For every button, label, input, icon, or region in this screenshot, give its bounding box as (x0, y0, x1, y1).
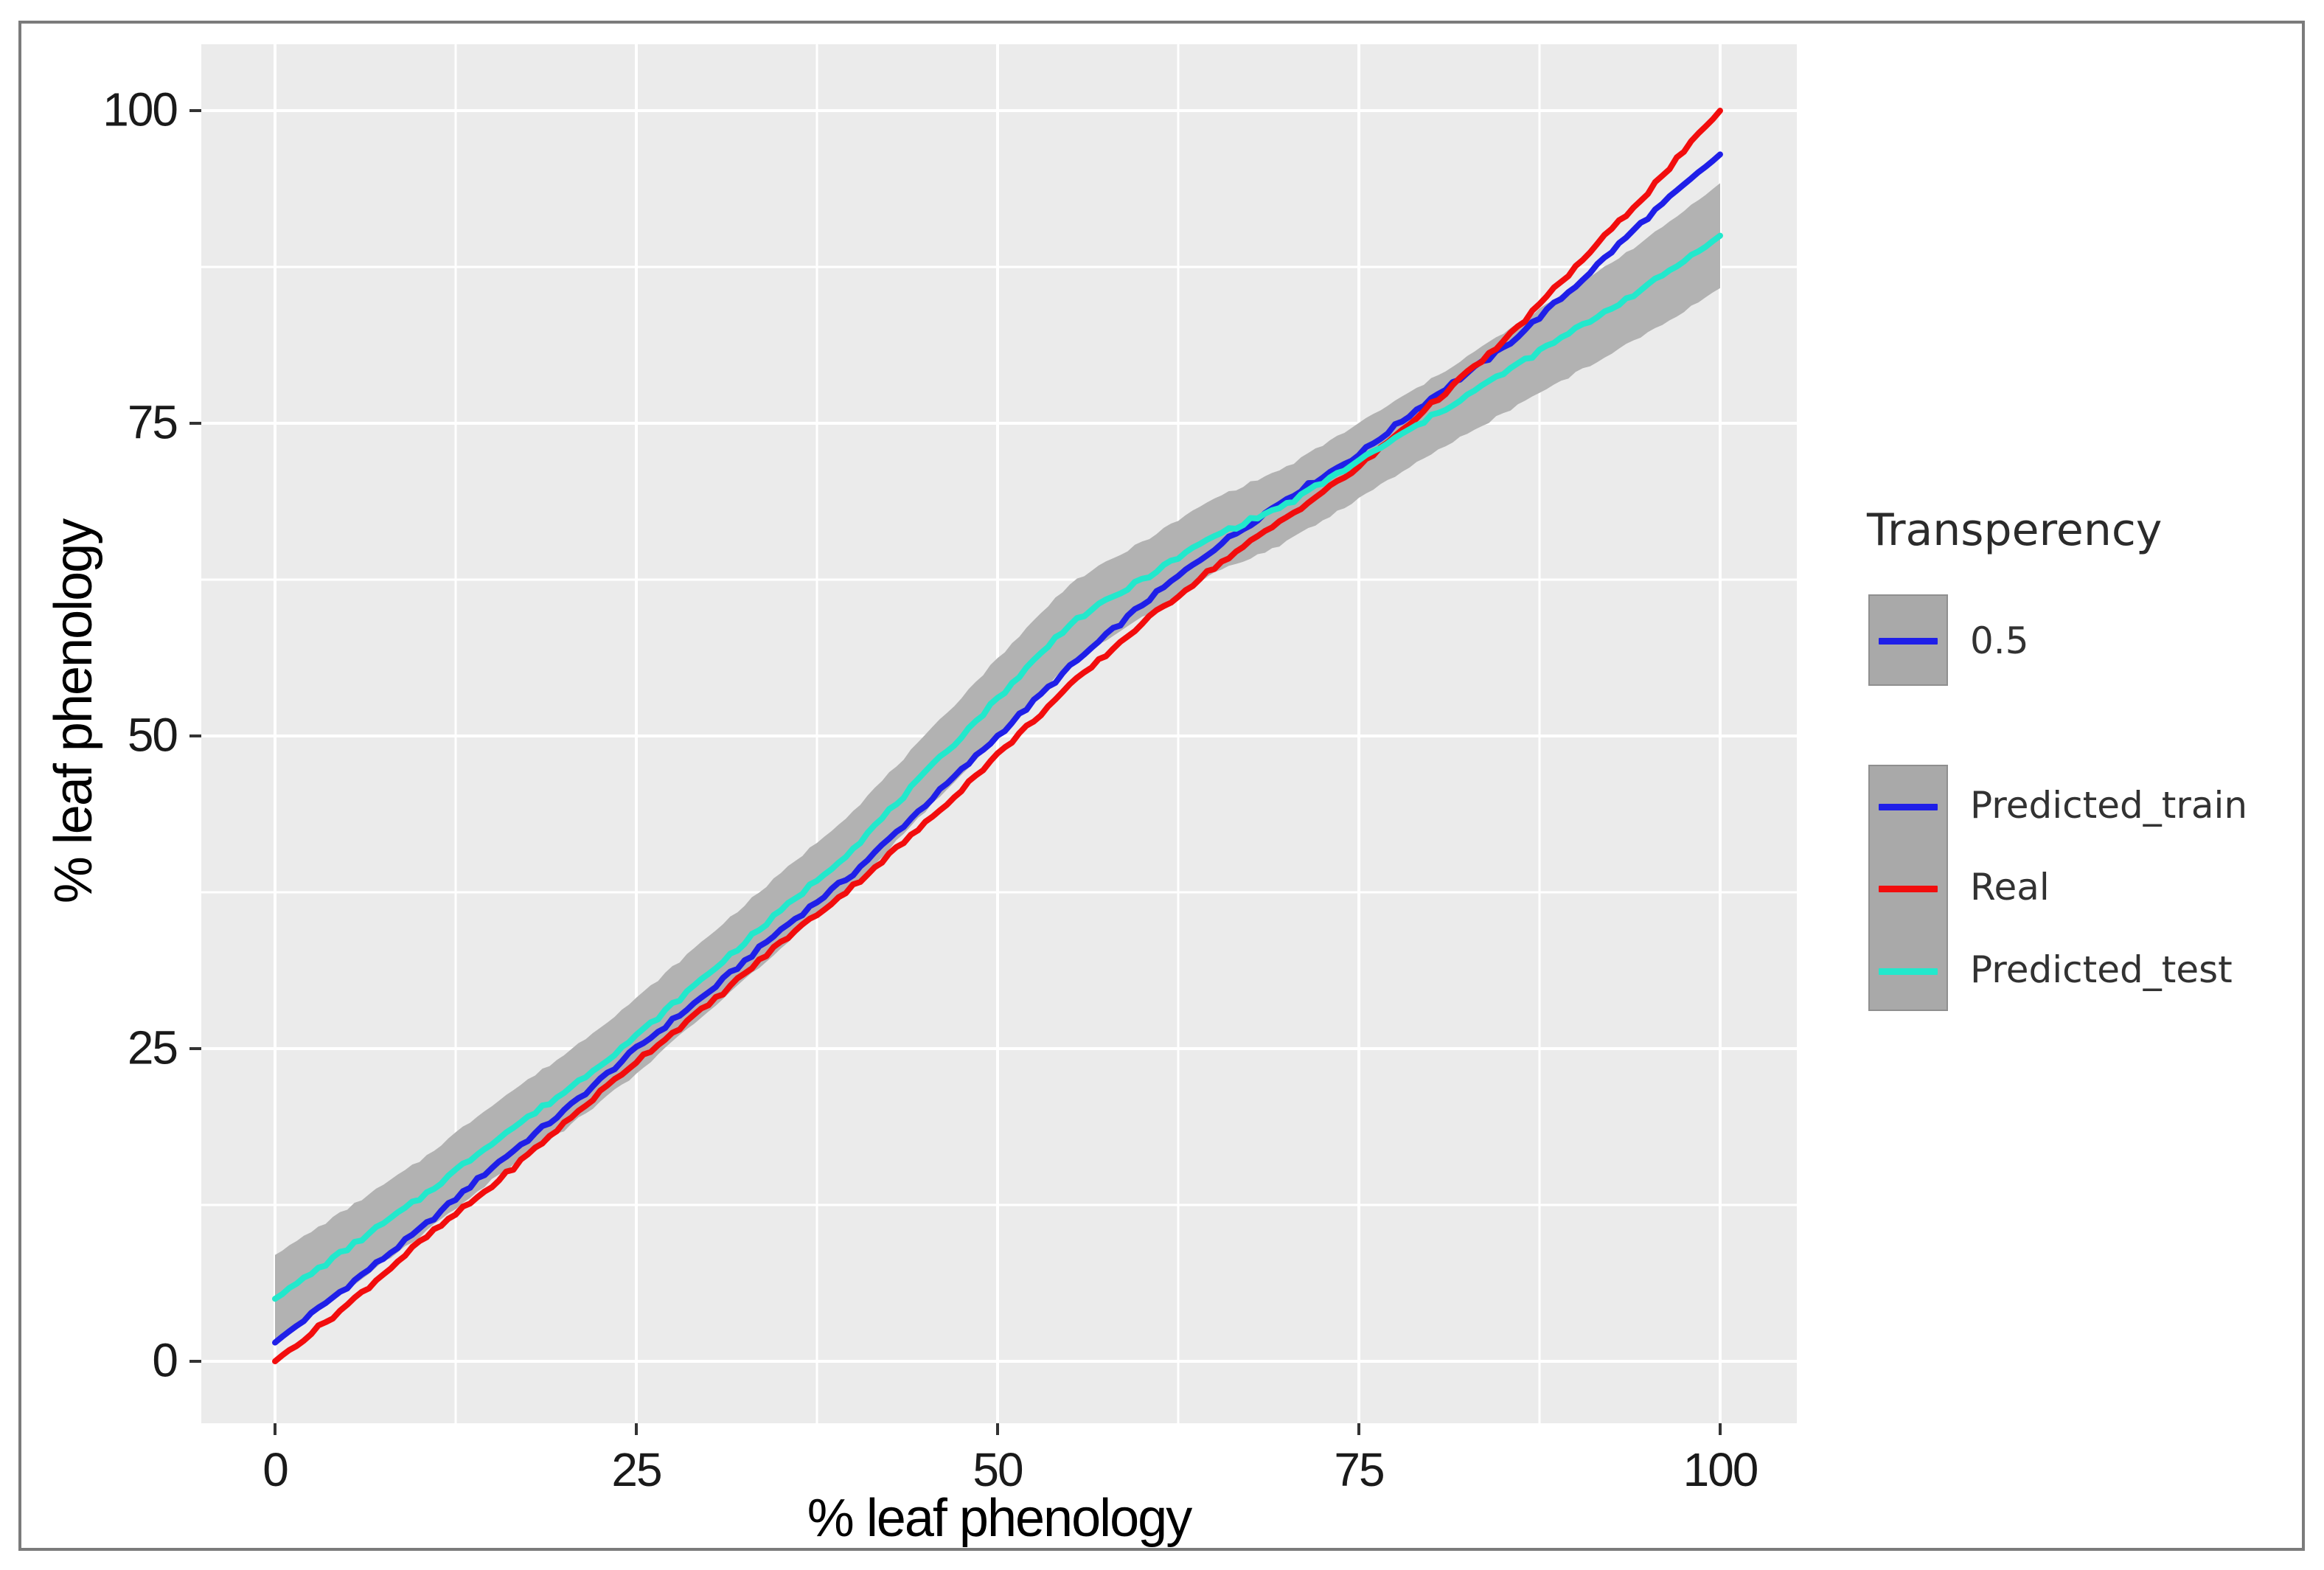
y-tick-label-25: 25 (127, 1021, 178, 1074)
legend-alpha-key (1868, 594, 1948, 686)
x-tick-label-100: 100 (1683, 1443, 1759, 1496)
legend-alpha-key-line (1879, 638, 1938, 645)
legend-key-line-real (1879, 886, 1938, 892)
x-tick-label-25: 25 (611, 1443, 662, 1496)
legend-label-predicted-train: Predicted_train (1970, 784, 2248, 827)
legend-key-line-predicted-train (1879, 804, 1938, 810)
y-tick-label-75: 75 (127, 395, 178, 449)
legend-title: Transperency (1867, 504, 2163, 556)
series-line-predicted_test (272, 232, 1723, 1302)
y-tick-label-50: 50 (127, 708, 178, 762)
legend-key-line-predicted-test (1879, 968, 1938, 975)
x-axis-title: % leaf phenology (807, 1489, 1192, 1548)
legend-label-real: Real (1970, 866, 2050, 909)
y-axis-title: % leaf phenology (44, 519, 103, 904)
y-tick-label-100: 100 (102, 83, 178, 136)
legend-label-predicted-test: Predicted_test (1970, 948, 2233, 991)
x-tick-label-75: 75 (1334, 1443, 1385, 1496)
confidence-ribbon (275, 183, 1720, 1343)
legend-series-keys (1868, 765, 1948, 1011)
x-tick-label-0: 0 (262, 1443, 289, 1496)
series-line-real (272, 108, 1723, 1364)
x-tick-label-50: 50 (973, 1443, 1023, 1496)
y-tick-label-0: 0 (152, 1333, 178, 1387)
legend-alpha-label: 0.5 (1970, 619, 2029, 662)
